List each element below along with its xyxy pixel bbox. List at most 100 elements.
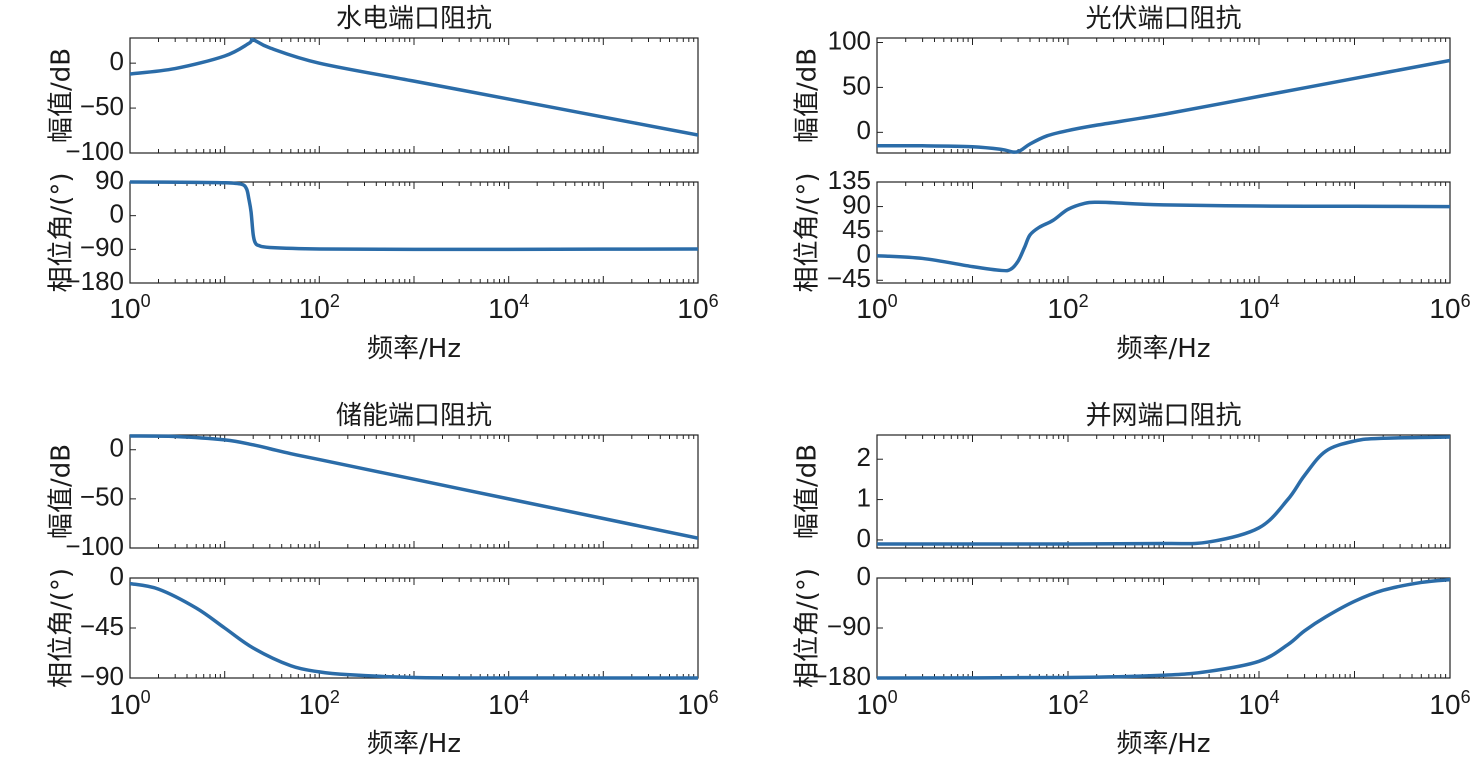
- x-tick-labels: 100 102 104 106: [109, 291, 718, 324]
- x-tick-label: 100: [856, 687, 897, 720]
- chart-title: 光伏端口阻抗: [1085, 4, 1241, 34]
- phase-axes-frame: [129, 181, 699, 284]
- magnitude-series-line: [877, 58, 1450, 154]
- y-tick-label: 1: [857, 482, 871, 512]
- x-tick-label: 102: [299, 687, 340, 720]
- phase-y-axis-label: 相位角/(°): [793, 568, 823, 688]
- phase-series-line: [877, 200, 1450, 273]
- chart-title: 储能端口阻抗: [336, 401, 492, 431]
- phase-series-line: [130, 180, 698, 252]
- y-tick-label: −180: [65, 266, 124, 296]
- y-tick-label: 0: [857, 523, 871, 553]
- magnitude-y-ticks: 100 50 0: [828, 25, 883, 145]
- magnitude-y-ticks: 2 1 0: [857, 442, 883, 553]
- y-tick-label: 45: [842, 214, 871, 244]
- magnitude-panel: 2 1 0 幅值/dB: [793, 434, 1451, 553]
- magnitude-panel: 100 50 0 幅值/dB: [793, 25, 1451, 154]
- x-minor-ticks: [876, 435, 1451, 548]
- phase-series-line: [877, 577, 1450, 680]
- y-tick-label: 135: [828, 165, 871, 195]
- x-tick-label: 100: [856, 291, 897, 324]
- phase-axes-frame: [876, 181, 1451, 284]
- x-minor-ticks: [129, 435, 699, 548]
- y-tick-label: −180: [812, 661, 871, 691]
- phase-axes-frame: [876, 577, 1451, 679]
- y-tick-label: −90: [827, 611, 871, 641]
- x-tick-label: 102: [299, 291, 340, 324]
- y-tick-label: 90: [95, 165, 124, 195]
- x-minor-ticks: [876, 38, 1451, 153]
- phase-y-ticks: 90 0−90 −180: [65, 165, 136, 296]
- y-tick-label: −50: [80, 482, 124, 512]
- phase-y-ticks: 0 −45 −90: [80, 561, 136, 691]
- x-tick-label: 104: [488, 291, 529, 324]
- y-tick-label: −45: [827, 263, 871, 293]
- x-tick-label: 106: [1429, 291, 1470, 324]
- x-tick-label: 104: [1238, 687, 1279, 720]
- phase-axes-frame: [129, 577, 699, 679]
- x-tick-labels: 100 102 104 106: [856, 291, 1470, 324]
- magnitude-y-axis-label: 幅值/dB: [793, 444, 823, 539]
- y-tick-label: 100: [828, 25, 871, 55]
- x-minor-ticks: [129, 182, 699, 283]
- x-minor-ticks: [876, 578, 1451, 678]
- y-tick-label: 2: [857, 442, 871, 472]
- y-tick-label: 0: [110, 199, 124, 229]
- x-tick-label: 106: [677, 687, 718, 720]
- x-tick-label: 104: [488, 687, 529, 720]
- magnitude-series-line: [130, 434, 698, 540]
- x-minor-ticks: [129, 38, 699, 153]
- magnitude-axes-frame: [876, 37, 1451, 154]
- phase-y-axis-label: 相位角/(°): [47, 568, 77, 688]
- x-minor-ticks: [129, 578, 699, 678]
- phase-y-ticks: 0 −90 −180: [812, 561, 883, 691]
- magnitude-axes-frame: [129, 434, 699, 549]
- y-tick-label: −100: [65, 136, 124, 166]
- y-tick-label: 0: [110, 46, 124, 76]
- y-tick-label: 0: [857, 115, 871, 145]
- x-tick-label: 100: [109, 291, 150, 324]
- y-tick-label: −90: [80, 661, 124, 691]
- y-tick-label: −45: [80, 611, 124, 641]
- y-tick-label: 0: [110, 433, 124, 463]
- x-tick-label: 104: [1238, 291, 1279, 324]
- y-tick-label: −100: [65, 531, 124, 561]
- magnitude-y-axis-label: 幅值/dB: [47, 48, 77, 143]
- x-tick-label: 106: [1429, 687, 1470, 720]
- magnitude-axes-frame: [876, 434, 1451, 549]
- x-tick-label: 100: [109, 687, 150, 720]
- x-axis-label: 频率/Hz: [1117, 729, 1211, 759]
- magnitude-y-ticks: 0 −50 −100: [65, 433, 136, 561]
- y-tick-label: 0: [857, 561, 871, 591]
- x-axis-label: 频率/Hz: [367, 729, 461, 759]
- y-tick-label: 50: [842, 70, 871, 100]
- phase-series-line: [130, 581, 698, 680]
- x-axis-label: 频率/Hz: [367, 334, 461, 364]
- magnitude-series-line: [130, 37, 698, 137]
- x-tick-label: 102: [1047, 687, 1088, 720]
- x-tick-labels: 100 102 104 106: [109, 687, 718, 720]
- phase-y-axis-label: 相位角/(°): [47, 172, 77, 292]
- y-tick-label: −90: [80, 232, 124, 262]
- magnitude-axes-frame: [129, 37, 699, 154]
- chart-title: 并网端口阻抗: [1085, 401, 1241, 431]
- x-tick-labels: 100 102 104 106: [856, 687, 1470, 720]
- y-tick-label: 90: [842, 189, 871, 219]
- phase-y-axis-label: 相位角/(°): [793, 172, 823, 292]
- x-minor-ticks: [876, 182, 1451, 283]
- x-tick-label: 106: [677, 291, 718, 324]
- y-tick-label: 0: [110, 561, 124, 591]
- y-tick-label: −50: [80, 91, 124, 121]
- magnitude-y-ticks: 0 −50 −100: [65, 46, 136, 166]
- magnitude-y-axis-label: 幅值/dB: [793, 48, 823, 143]
- y-tick-label: 0: [857, 239, 871, 269]
